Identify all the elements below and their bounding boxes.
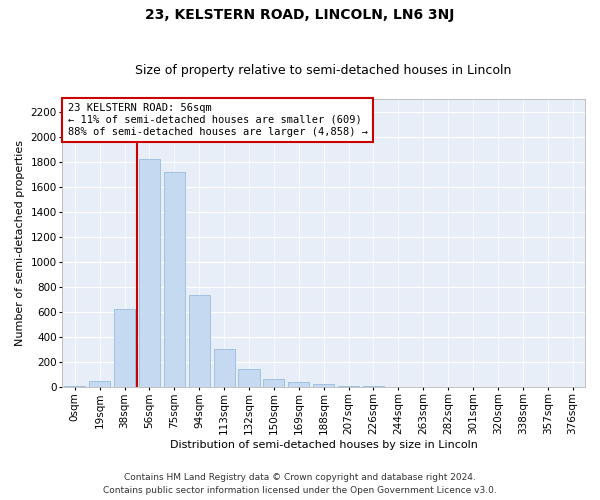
Bar — [89, 380, 110, 387]
Text: Contains HM Land Registry data © Crown copyright and database right 2024.
Contai: Contains HM Land Registry data © Crown c… — [103, 474, 497, 495]
Bar — [363, 386, 384, 387]
X-axis label: Distribution of semi-detached houses by size in Lincoln: Distribution of semi-detached houses by … — [170, 440, 478, 450]
Y-axis label: Number of semi-detached properties: Number of semi-detached properties — [15, 140, 25, 346]
Bar — [238, 369, 260, 387]
Text: 23 KELSTERN ROAD: 56sqm
← 11% of semi-detached houses are smaller (609)
88% of s: 23 KELSTERN ROAD: 56sqm ← 11% of semi-de… — [68, 104, 368, 136]
Bar — [188, 296, 210, 387]
Text: 23, KELSTERN ROAD, LINCOLN, LN6 3NJ: 23, KELSTERN ROAD, LINCOLN, LN6 3NJ — [145, 8, 455, 22]
Bar — [164, 172, 185, 387]
Bar — [288, 382, 310, 387]
Bar — [114, 309, 135, 387]
Bar — [313, 384, 334, 387]
Title: Size of property relative to semi-detached houses in Lincoln: Size of property relative to semi-detach… — [136, 64, 512, 77]
Bar — [263, 378, 284, 387]
Bar — [139, 159, 160, 387]
Bar — [338, 386, 359, 387]
Bar — [64, 386, 85, 387]
Bar — [214, 349, 235, 387]
